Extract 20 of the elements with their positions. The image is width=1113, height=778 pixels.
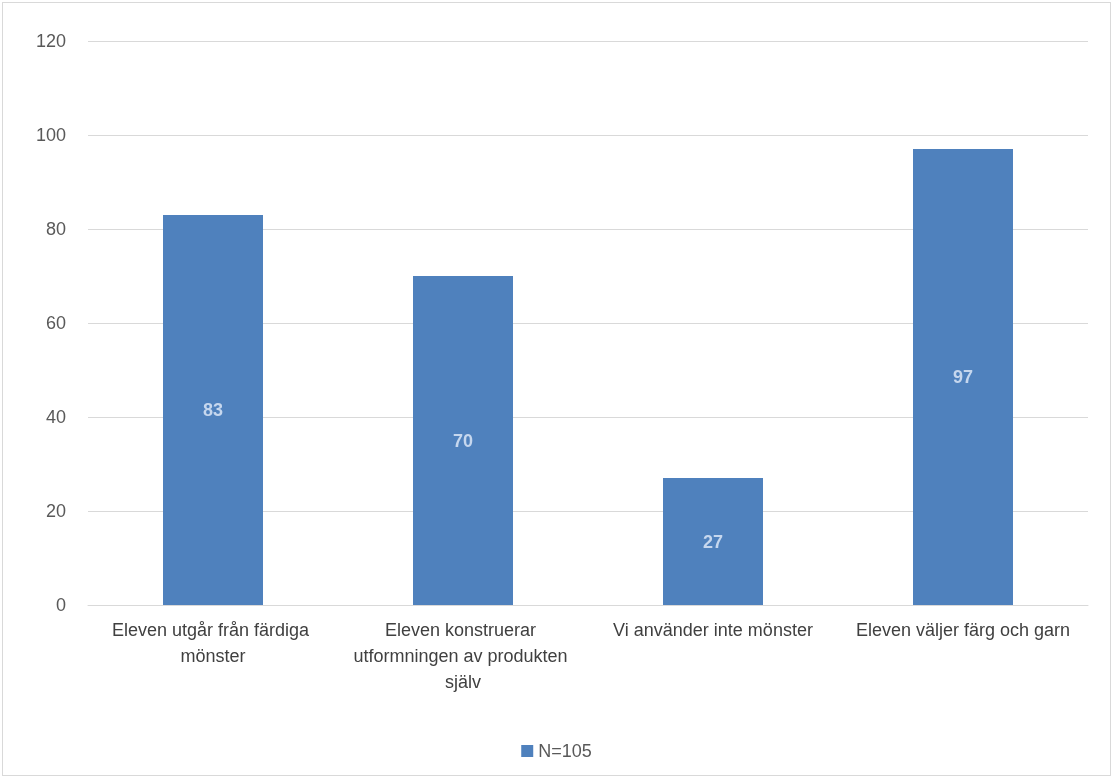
y-tick-label: 60 — [45, 313, 66, 333]
data-label: 27 — [702, 531, 724, 552]
bar — [913, 149, 1013, 605]
y-tick-label: 0 — [55, 595, 66, 615]
x-tick-label: Vi använder inte mönster — [613, 620, 813, 640]
data-label: 70 — [452, 430, 474, 451]
x-tick-label: Eleven konstruerar utformningen av produkten själv — [353, 620, 573, 692]
y-tick-label: 120 — [35, 31, 66, 51]
bar — [663, 478, 763, 605]
y-tick-label: 100 — [35, 125, 66, 145]
y-tick-label: 20 — [45, 501, 66, 521]
bar — [163, 214, 263, 605]
y-tick-label: 40 — [45, 407, 66, 427]
legend-label: N=105 — [538, 741, 592, 761]
y-tick-label: 80 — [45, 219, 66, 239]
bar — [413, 276, 513, 605]
data-label: 97 — [952, 367, 974, 388]
data-label: 83 — [202, 399, 224, 420]
x-tick-label: Eleven utgår från färdiga mönster — [111, 620, 315, 666]
x-tick-label: Eleven väljer färg och garn — [855, 620, 1071, 640]
